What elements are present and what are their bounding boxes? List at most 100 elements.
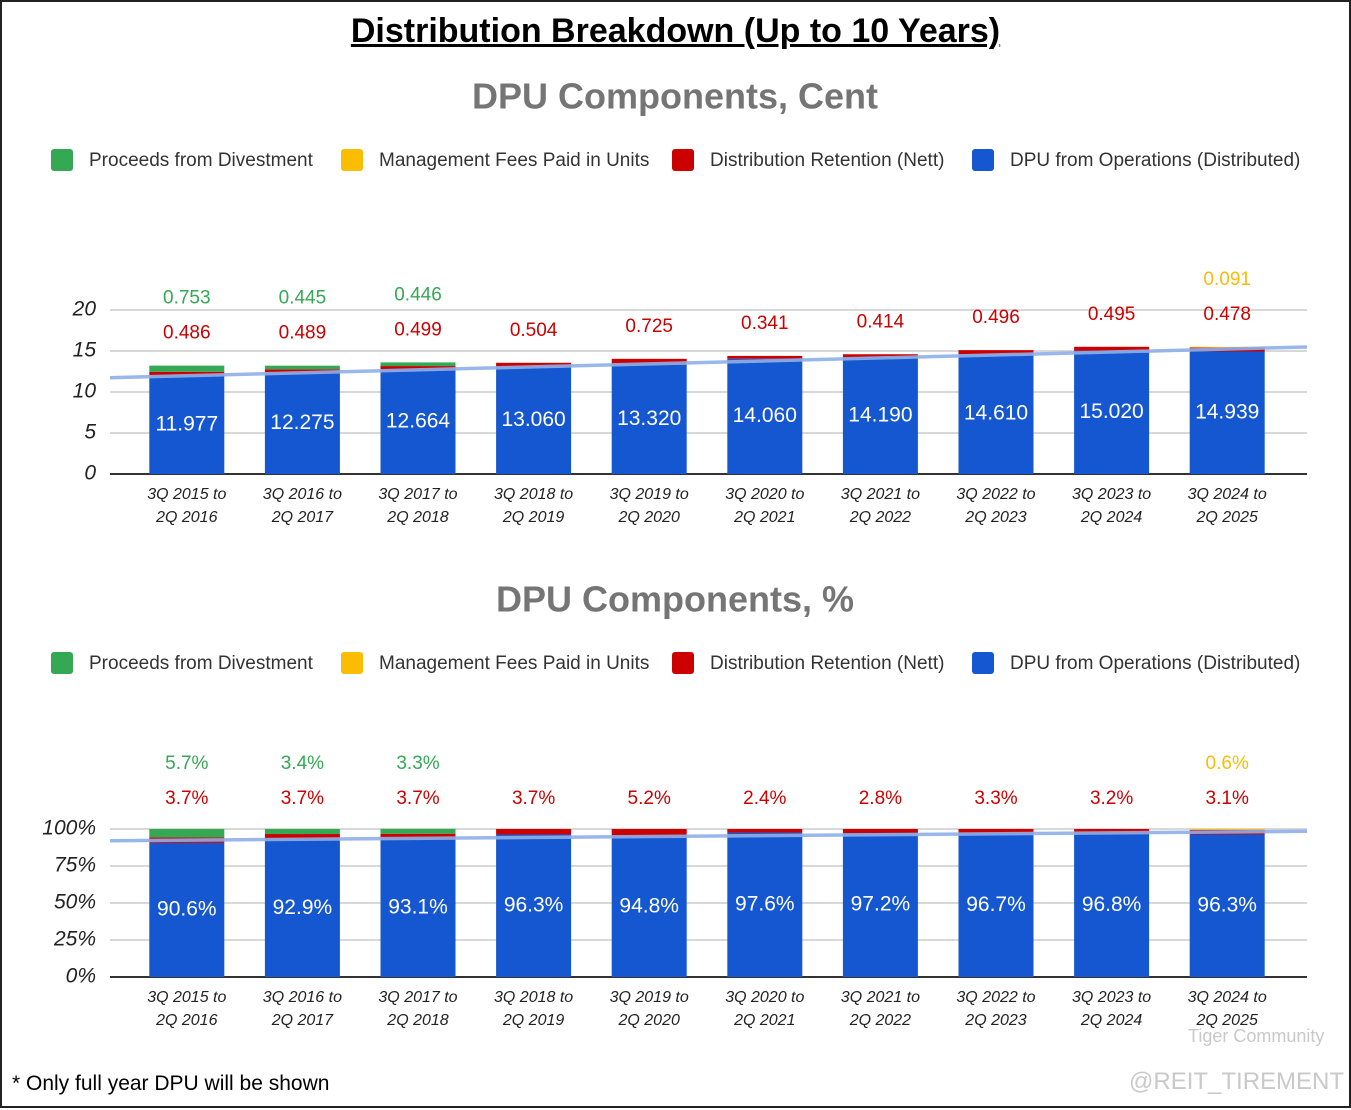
value-label: 0.753 xyxy=(163,288,211,309)
footnote: * Only full year DPU will be shown xyxy=(12,1072,330,1095)
value-label: 14.610 xyxy=(964,402,1028,425)
legend-label: Proceeds from Divestment xyxy=(89,150,314,171)
x-tick-label: 3Q 2018 to 2Q 2019 xyxy=(494,486,574,526)
bar-segment xyxy=(611,358,687,365)
x-tick-label: 3Q 2024 to 2Q 2025 xyxy=(1187,486,1267,526)
bar-segment xyxy=(264,365,340,370)
bar-segment xyxy=(264,834,340,840)
bar-segment xyxy=(842,357,918,474)
bar-segment xyxy=(149,371,225,376)
bar-segment xyxy=(380,833,456,840)
chart-title: DPU Components, Cent xyxy=(472,76,878,117)
value-label: 0.499 xyxy=(394,319,442,340)
value-label: 14.190 xyxy=(848,403,912,426)
value-label: 11.977 xyxy=(155,412,218,435)
bar-segment xyxy=(264,839,340,977)
value-label: 93.1% xyxy=(388,896,448,919)
x-tick-label: 3Q 2016 to 2Q 2017 xyxy=(262,989,342,1029)
bar-segment xyxy=(958,354,1034,474)
bar-segment xyxy=(958,829,1034,834)
bar-segment xyxy=(1074,346,1150,351)
value-label: 0.341 xyxy=(741,313,789,334)
bar-segment xyxy=(842,833,918,977)
y-tick-label: 20 xyxy=(72,298,97,321)
value-label: 3.1% xyxy=(1206,788,1249,809)
value-label: 0.446 xyxy=(394,284,442,305)
bar-segment xyxy=(958,350,1034,355)
y-tick-label: 50% xyxy=(54,891,96,914)
bar-segment xyxy=(380,828,456,834)
bar-segment xyxy=(1074,350,1150,474)
bar-segment xyxy=(496,362,572,367)
value-label: 0.6% xyxy=(1206,753,1249,774)
chart-title: DPU Components, % xyxy=(496,579,854,620)
y-tick-label: 0% xyxy=(66,965,96,988)
value-label: 0.725 xyxy=(625,316,673,337)
value-label: 3.7% xyxy=(512,788,555,809)
bar-segment xyxy=(496,834,572,977)
x-tick-label: 3Q 2016 to 2Q 2017 xyxy=(262,486,342,526)
value-label: 96.7% xyxy=(966,893,1026,916)
legend-swatch xyxy=(672,652,694,674)
value-label: 0.489 xyxy=(279,323,327,344)
value-label: 0.445 xyxy=(279,288,327,309)
value-label: 94.8% xyxy=(619,894,679,917)
trend-line xyxy=(109,829,1308,843)
legend-swatch xyxy=(341,149,363,171)
bar-segment xyxy=(380,839,456,977)
watermark-brand: Tiger Community xyxy=(1188,1026,1325,1046)
bar-segment xyxy=(264,829,340,835)
x-tick-label: 3Q 2023 to 2Q 2024 xyxy=(1072,989,1152,1029)
bar-segment xyxy=(496,829,572,835)
value-label: 12.664 xyxy=(386,410,451,433)
value-label: 3.4% xyxy=(281,753,324,774)
y-tick-label: 10 xyxy=(73,380,97,403)
y-tick-label: 5 xyxy=(84,421,96,444)
value-label: 3.7% xyxy=(396,788,439,809)
value-label: 90.6% xyxy=(157,898,217,921)
x-tick-label: 3Q 2022 to 2Q 2023 xyxy=(956,989,1036,1029)
bar-segment xyxy=(1074,833,1150,977)
bar-segment xyxy=(727,355,803,359)
value-label: 0.495 xyxy=(1088,304,1136,325)
value-label: 0.504 xyxy=(510,320,558,341)
value-label: 14.060 xyxy=(733,404,797,427)
value-label: 13.320 xyxy=(617,407,681,430)
x-tick-label: 3Q 2020 to 2Q 2021 xyxy=(725,989,805,1029)
x-tick-label: 3Q 2015 to 2Q 2016 xyxy=(147,486,227,526)
bar-segment xyxy=(958,833,1034,977)
bar-segment xyxy=(149,365,225,372)
x-tick-label: 3Q 2021 to 2Q 2022 xyxy=(840,989,920,1029)
legend-label: DPU from Operations (Distributed) xyxy=(1010,150,1300,171)
value-label: 96.3% xyxy=(504,893,564,916)
bar-segment xyxy=(149,842,225,977)
bar-segment xyxy=(842,829,918,834)
bar-segment xyxy=(842,354,918,358)
bar-segment xyxy=(727,832,803,977)
legend-label: DPU from Operations (Distributed) xyxy=(1010,653,1300,674)
x-tick-label: 3Q 2023 to 2Q 2024 xyxy=(1072,486,1152,526)
value-label: 2.8% xyxy=(859,788,902,809)
bar-segment xyxy=(611,829,687,837)
legend-label: Management Fees Paid in Units xyxy=(379,150,649,171)
x-tick-label: 3Q 2022 to 2Q 2023 xyxy=(956,486,1036,526)
value-label: 13.060 xyxy=(501,408,565,431)
x-tick-label: 3Q 2019 to 2Q 2020 xyxy=(609,486,689,526)
bar-segment xyxy=(264,373,340,474)
bar-segment xyxy=(496,366,572,474)
x-tick-label: 3Q 2019 to 2Q 2020 xyxy=(609,989,689,1029)
bar-segment xyxy=(149,829,225,838)
legend-label: Distribution Retention (Nett) xyxy=(710,150,944,171)
bar-segment xyxy=(380,362,456,367)
bar-segment xyxy=(1189,346,1265,348)
x-tick-label: 3Q 2021 to 2Q 2022 xyxy=(840,486,920,526)
value-label: 15.020 xyxy=(1079,400,1143,423)
y-tick-label: 75% xyxy=(54,854,96,877)
bar-segment xyxy=(727,358,803,474)
legend-swatch xyxy=(51,652,73,674)
value-label: 5.7% xyxy=(165,753,208,774)
bar-segment xyxy=(149,375,225,474)
value-label: 96.8% xyxy=(1082,893,1142,916)
legend-label: Distribution Retention (Nett) xyxy=(710,653,944,674)
